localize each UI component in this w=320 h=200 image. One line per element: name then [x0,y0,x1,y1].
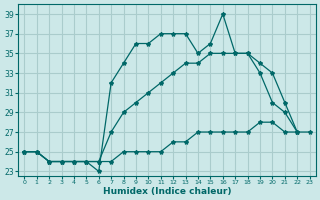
X-axis label: Humidex (Indice chaleur): Humidex (Indice chaleur) [103,187,231,196]
